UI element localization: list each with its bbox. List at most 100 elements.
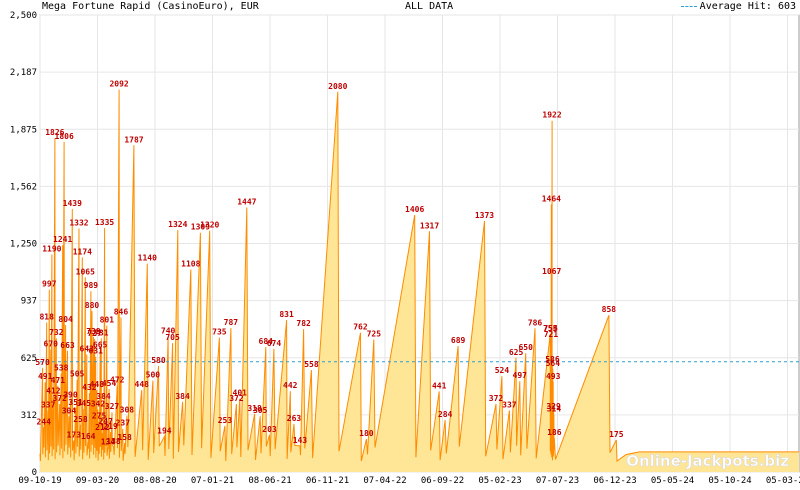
data-label: 1332 — [69, 219, 88, 228]
data-label: 631 — [88, 347, 103, 356]
data-label: 643 — [80, 344, 95, 353]
data-label: 1373 — [475, 211, 494, 220]
x-tick-label: 07-01-21 — [191, 476, 234, 486]
data-label: 258 — [73, 415, 88, 424]
data-label: 804 — [58, 315, 73, 324]
data-label: 1922 — [542, 111, 561, 120]
data-label: 858 — [602, 305, 617, 314]
x-tick-label: 05-02-23 — [478, 476, 521, 486]
data-label: 345 — [77, 399, 92, 408]
data-label: 304 — [62, 406, 77, 415]
data-label: 725 — [367, 329, 382, 338]
data-label: 471 — [51, 376, 66, 385]
data-label: 505 — [70, 370, 85, 379]
data-label: 786 — [528, 318, 543, 327]
data-label: 782 — [296, 319, 311, 328]
data-label: 735 — [212, 328, 227, 337]
x-tick-label: 05-03-25 — [766, 476, 800, 486]
data-label: 1067 — [542, 267, 561, 276]
x-tick-label: 06-11-21 — [306, 476, 349, 486]
data-label: 164 — [81, 432, 96, 441]
data-label: 448 — [135, 380, 150, 389]
data-label: 665 — [93, 340, 108, 349]
data-label: 491 — [38, 372, 53, 381]
data-label: 2080 — [328, 82, 347, 91]
data-label: 1108 — [181, 259, 200, 268]
y-tick-label: 1,562 — [10, 182, 37, 192]
data-label: 1447 — [237, 197, 256, 206]
x-tick-label: 05-05-24 — [651, 476, 694, 486]
data-label: 538 — [54, 364, 69, 373]
data-label: 384 — [175, 392, 190, 401]
y-tick-label: 1,875 — [10, 125, 37, 135]
data-label: 989 — [84, 281, 99, 290]
data-label: 740 — [161, 327, 176, 336]
data-label: 448 — [90, 380, 105, 389]
data-label: 1065 — [76, 267, 95, 276]
data-label: 1174 — [73, 247, 92, 256]
x-tick-label: 08-06-21 — [248, 476, 291, 486]
data-label: 173 — [67, 430, 82, 439]
data-label: 237 — [116, 419, 131, 428]
x-tick-label: 07-07-23 — [536, 476, 579, 486]
data-label: 1190 — [42, 244, 61, 253]
range-label: ALL DATA — [405, 1, 454, 12]
data-label: 674 — [267, 339, 282, 348]
data-label: 372 — [489, 394, 504, 403]
x-tick-label: 09-10-19 — [18, 476, 61, 486]
data-label: 175 — [609, 430, 624, 439]
data-label: 305 — [253, 406, 268, 415]
data-label: 441 — [432, 381, 447, 390]
data-label: 1806 — [55, 132, 74, 141]
data-label: 372 — [229, 394, 244, 403]
data-label: 801 — [100, 316, 115, 325]
data-label: 372 — [52, 394, 67, 403]
chart-title: Mega Fortune Rapid (CasinoEuro), EUR — [42, 1, 259, 12]
average-legend-swatch — [680, 6, 697, 7]
y-tick-label: 2,187 — [10, 68, 37, 78]
data-label: 739 — [86, 327, 101, 336]
data-label: 194 — [157, 427, 172, 436]
data-label: 762 — [353, 323, 368, 332]
data-label: 314 — [547, 405, 562, 414]
data-label: 327 — [105, 402, 120, 411]
data-label: 186 — [547, 428, 562, 437]
data-label: 580 — [151, 356, 166, 365]
data-label: 650 — [518, 343, 533, 352]
data-label: 2092 — [109, 80, 128, 89]
data-label: 318 — [247, 404, 262, 413]
data-label: 1464 — [542, 194, 561, 203]
data-label: 564 — [546, 359, 561, 368]
data-label: 727 — [87, 329, 102, 338]
data-label: 138 — [106, 437, 121, 446]
data-label: 1320 — [200, 221, 219, 230]
data-label: 1826 — [45, 128, 64, 137]
y-tick-label: 312 — [21, 411, 37, 421]
x-tick-label: 09-03-20 — [76, 476, 119, 486]
data-label: 244 — [36, 417, 51, 426]
data-label: 180 — [359, 429, 374, 438]
data-label: 705 — [165, 333, 180, 342]
data-label: 1406 — [405, 205, 424, 214]
data-label: 390 — [63, 391, 78, 400]
average-legend: Average Hit: 603 — [680, 1, 796, 12]
data-label: 253 — [218, 416, 233, 425]
data-label: 732 — [49, 328, 64, 337]
data-label: 275 — [92, 412, 107, 421]
data-label: 787 — [224, 318, 239, 327]
data-label: 1324 — [168, 220, 187, 229]
y-tick-label: 1,250 — [10, 240, 37, 250]
data-label: 384 — [96, 392, 111, 401]
data-label: 558 — [304, 360, 319, 369]
data-label: 586 — [545, 355, 560, 364]
y-tick-label: 937 — [21, 297, 37, 307]
data-label: 570 — [35, 358, 50, 367]
data-label: 663 — [60, 341, 75, 350]
data-label: 351 — [68, 398, 83, 407]
data-label: 670 — [44, 340, 59, 349]
data-label: 997 — [42, 280, 57, 289]
data-label: 493 — [546, 372, 561, 381]
data-label: 158 — [117, 433, 132, 442]
data-label: 472 — [110, 376, 125, 385]
